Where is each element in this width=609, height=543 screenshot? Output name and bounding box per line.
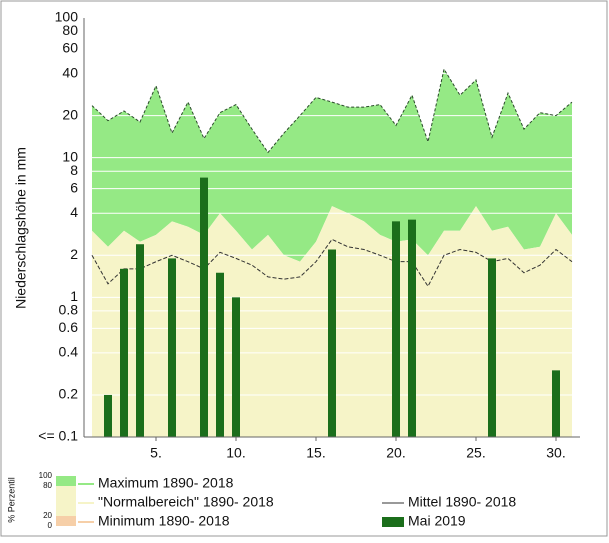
legend-label: "Normalbereich" 1890- 2018 <box>98 494 274 510</box>
bar <box>168 258 176 437</box>
max-edge <box>91 67 573 154</box>
bar <box>136 244 144 437</box>
y-tick-label: 6 <box>70 179 78 195</box>
percentile-tick-label: 80 <box>43 481 52 490</box>
bar <box>552 370 560 437</box>
y-axis-label: Niederschlagshöhe in mm <box>13 147 29 309</box>
y-tick-label: 0.8 <box>59 302 79 318</box>
legend-label: Minimum 1890- 2018 <box>98 513 230 529</box>
percentile-swatch <box>56 476 76 486</box>
bar <box>392 221 400 437</box>
y-tick-label: 1 <box>70 288 78 304</box>
y-tick-label: 40 <box>62 64 78 80</box>
x-tick-label: 10. <box>226 445 245 461</box>
bar <box>120 268 128 437</box>
legend-swatch <box>382 517 404 527</box>
y-tick-label: 2 <box>70 246 78 262</box>
y-tick-label: 8 <box>70 162 78 178</box>
y-tick-label: 80 <box>62 22 78 38</box>
legend-label: Mai 2019 <box>408 513 466 529</box>
bar <box>104 394 112 437</box>
y-tick-label: 20 <box>62 106 78 122</box>
bar <box>328 249 336 437</box>
x-tick-label: 30. <box>546 445 565 461</box>
percentile-tick-label: 20 <box>43 511 52 520</box>
y-tick-label: 4 <box>70 204 78 220</box>
y-tick-label: 10 <box>62 148 78 164</box>
y-tick-label: 0.2 <box>59 386 79 402</box>
bar <box>216 272 224 437</box>
bar <box>408 219 416 437</box>
bar <box>232 297 240 437</box>
percentile-swatch <box>56 516 76 526</box>
y-tick-label: 60 <box>62 40 78 56</box>
x-tick-label: 20. <box>386 445 405 461</box>
x-tick-label: 15. <box>306 445 325 461</box>
y-tick-label: 0.6 <box>59 319 79 335</box>
percentile-swatch <box>56 486 76 516</box>
x-tick-label: 5. <box>150 445 162 461</box>
percentile-tick-label: 0 <box>48 521 53 530</box>
y-tick-label: 0.4 <box>59 344 79 360</box>
legend-label: Mittel 1890- 2018 <box>408 494 516 510</box>
x-tick-label: 25. <box>466 445 485 461</box>
legend-label: Maximum 1890- 2018 <box>98 475 234 491</box>
percentile-label: % Perzentil <box>6 477 16 523</box>
bar <box>488 258 496 437</box>
y-tick-label: 100 <box>55 9 79 25</box>
bar <box>200 177 208 437</box>
y-tick-label: <= 0.1 <box>38 428 78 444</box>
percentile-tick-label: 100 <box>39 471 53 480</box>
